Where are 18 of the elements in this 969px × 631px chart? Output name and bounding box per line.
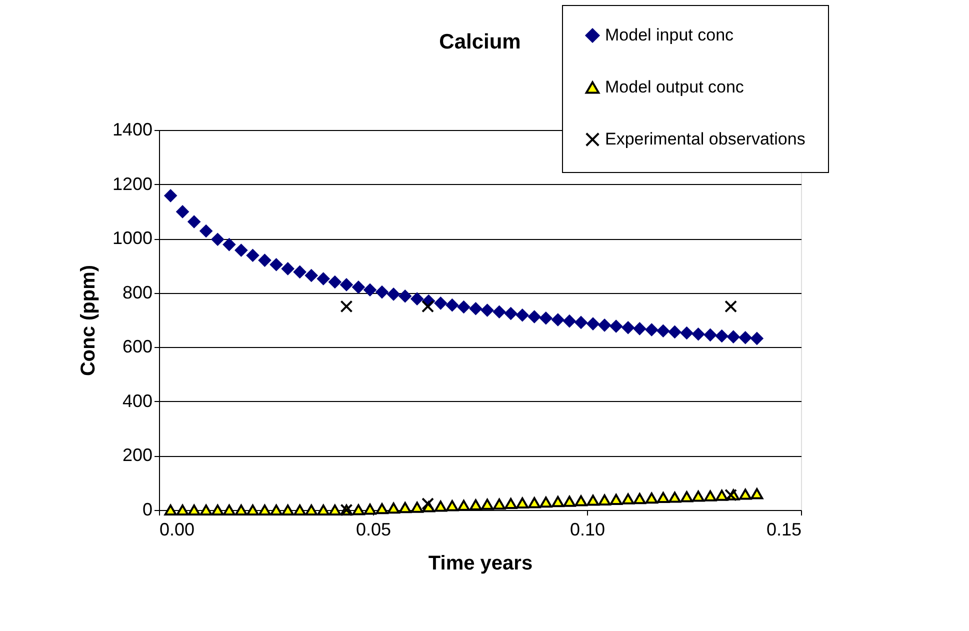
y-tick-label: 400 bbox=[122, 390, 152, 411]
legend-label: Model output conc bbox=[605, 78, 744, 96]
x-tick-label: 0.05 bbox=[356, 520, 392, 540]
y-tick-label: 600 bbox=[122, 336, 152, 357]
legend-label: Experimental observations bbox=[605, 130, 806, 148]
x-tick-label: 0.10 bbox=[570, 520, 606, 540]
x-tick-label: 0.00 bbox=[160, 520, 195, 540]
y-tick-label: 1400 bbox=[112, 120, 152, 140]
y-tick-label: 1200 bbox=[112, 174, 152, 194]
legend-label: Model input conc bbox=[605, 26, 734, 44]
chart-title: Calcium bbox=[439, 30, 521, 54]
x-axis-title: Time years bbox=[428, 552, 533, 574]
y-tick-label: 200 bbox=[122, 445, 152, 466]
y-tick-label: 800 bbox=[122, 282, 152, 302]
y-tick-label: 1000 bbox=[112, 228, 152, 248]
y-tick-label: 0 bbox=[142, 500, 152, 520]
x-tick-label: 0.15 bbox=[766, 520, 802, 540]
y-axis-title: Conc (ppm) bbox=[77, 264, 100, 376]
